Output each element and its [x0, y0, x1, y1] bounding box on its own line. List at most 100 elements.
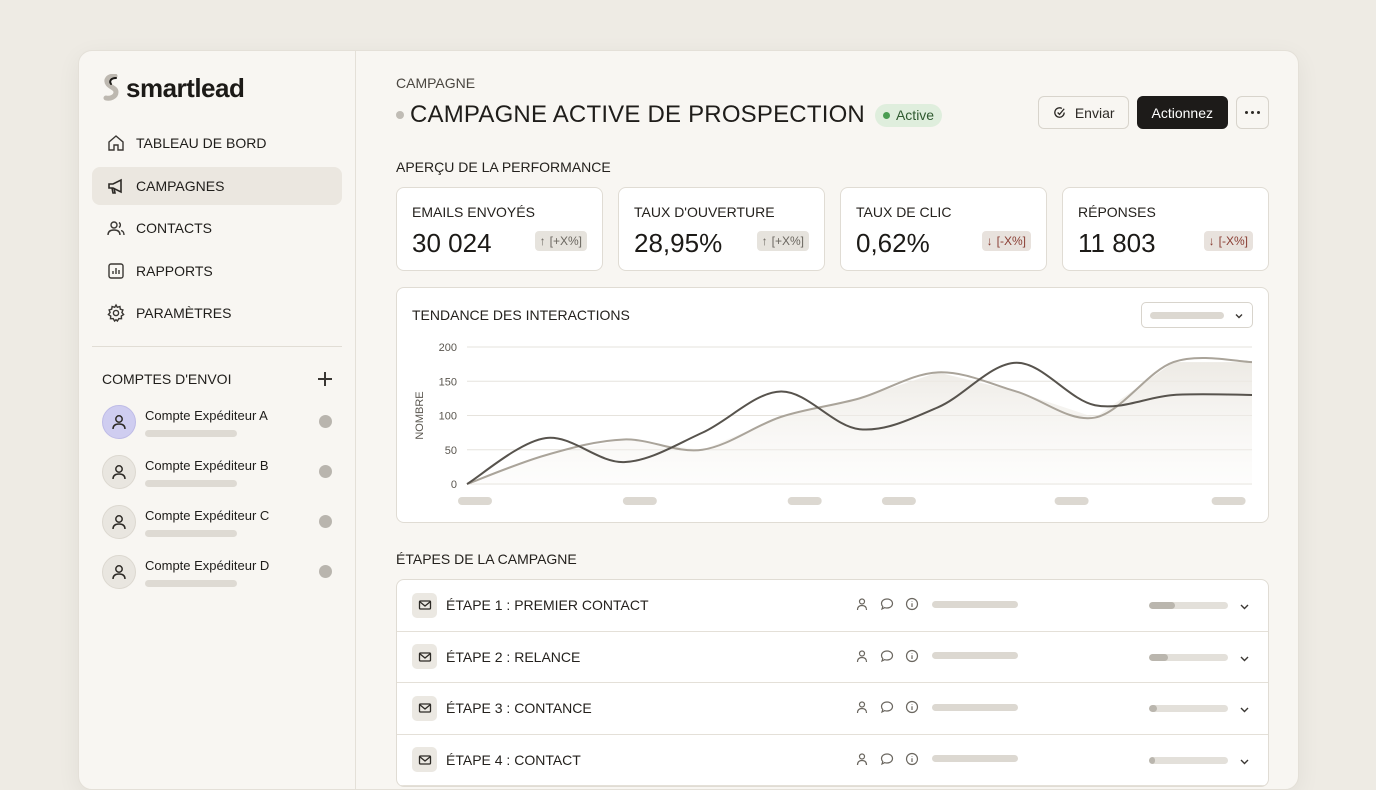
- plus-icon[interactable]: [318, 372, 332, 386]
- step-meta: [855, 700, 1018, 714]
- step-label: ÉTAPE 1 : PREMIER CONTACT: [446, 597, 649, 614]
- main-content: CAMPAGNE CAMPAGNE ACTIVE DE PROSPECTION …: [356, 51, 1298, 789]
- account-status-dot: [319, 415, 332, 428]
- interaction-trend-chart: 0 50 100 150 200 NOMBRE: [414, 342, 1253, 505]
- comment-icon[interactable]: [880, 597, 894, 611]
- megaphone-icon: [108, 178, 122, 194]
- page-title: CAMPAGNE ACTIVE DE PROSPECTION: [410, 101, 865, 128]
- kpi-card: EMAILS ENVOYÉS 30 024 ↑ [+X%]: [396, 187, 603, 271]
- nav-label: TABLEAU DE BORD: [136, 135, 267, 151]
- account-name: Compte Expéditeur A: [145, 407, 268, 423]
- nav-item-reports[interactable]: RAPPORTS: [92, 252, 342, 290]
- send-icon: [1054, 107, 1065, 118]
- more-button[interactable]: [1236, 96, 1269, 129]
- nav-label: RAPPORTS: [136, 262, 213, 279]
- account-name: Compte Expéditeur B: [145, 457, 269, 473]
- step-label: ÉTAPE 2 : RELANCE: [446, 648, 581, 665]
- kpi-label: TAUX D'OUVERTURE: [634, 204, 775, 220]
- step-icon: [412, 644, 437, 670]
- smartlead-logo-icon: [103, 74, 119, 101]
- sidebar-divider: [92, 346, 342, 347]
- step-placeholder-bar: [932, 652, 1018, 659]
- breadcrumb: CAMPAGNE: [396, 75, 476, 91]
- step-row[interactable]: ÉTAPE 4 : CONTACT: [397, 735, 1268, 786]
- y-tick-label: 150: [439, 376, 457, 388]
- chevron-down-icon[interactable]: [1239, 704, 1250, 715]
- avatar: [102, 505, 136, 539]
- action-button[interactable]: Actionnez: [1136, 96, 1228, 129]
- user-icon[interactable]: [855, 700, 869, 714]
- more-icon: [1245, 111, 1260, 114]
- x-tick-placeholder: [622, 497, 657, 505]
- step-progress: [1149, 653, 1228, 661]
- info-icon[interactable]: [905, 752, 919, 766]
- send-button[interactable]: Enviar: [1037, 96, 1129, 129]
- comment-icon[interactable]: [880, 649, 894, 663]
- user-icon[interactable]: [855, 752, 869, 766]
- mail-icon: [418, 600, 431, 610]
- x-tick-placeholder: [458, 497, 492, 505]
- kpi-value: 28,95%: [634, 228, 723, 258]
- step-label: ÉTAPE 3 : CONTANCE: [446, 700, 592, 717]
- kpi-label: TAUX DE CLIC: [856, 204, 952, 220]
- step-progress-fill: [1149, 602, 1176, 609]
- step-progress-fill: [1149, 653, 1168, 661]
- avatar: [102, 555, 136, 589]
- brand-name: smartlead: [126, 72, 245, 103]
- account-item[interactable]: Compte Expéditeur B: [92, 447, 342, 497]
- y-tick-label: 200: [439, 342, 457, 354]
- info-icon[interactable]: [905, 649, 919, 663]
- x-tick-placeholder: [1211, 497, 1246, 505]
- info-icon[interactable]: [905, 700, 919, 714]
- account-placeholder-bar: [145, 429, 237, 437]
- comment-icon[interactable]: [880, 752, 894, 766]
- nav-item-dashboard[interactable]: TABLEAU DE BORD: [92, 124, 342, 162]
- kpi-card: RÉPONSES 11 803 ↓ [-X%]: [1062, 187, 1269, 271]
- report-icon: [108, 262, 124, 279]
- arrow-down-icon: ↓: [1208, 234, 1215, 248]
- chevron-down-icon[interactable]: [1239, 601, 1250, 612]
- period-select[interactable]: [1141, 302, 1253, 328]
- mail-icon: [418, 652, 431, 662]
- step-progress: [1149, 705, 1228, 712]
- logo[interactable]: smartlead: [102, 73, 342, 103]
- status-badge: Active: [874, 103, 943, 127]
- step-row[interactable]: ÉTAPE 2 : RELANCE: [397, 632, 1268, 683]
- kpi-card: TAUX D'OUVERTURE 28,95% ↑ [+X%]: [618, 187, 825, 271]
- accounts-title: COMPTES D'ENVOI: [102, 371, 232, 387]
- series-area: [467, 362, 1252, 484]
- home-icon: [108, 135, 124, 151]
- chart-title: TENDANCE DES INTERACTIONS: [412, 307, 630, 323]
- account-item[interactable]: Compte Expéditeur D: [92, 547, 342, 597]
- kpi-value: 0,62%: [856, 228, 930, 258]
- kpi-delta-text: [+X%]: [771, 234, 804, 248]
- y-tick-label: 100: [439, 411, 457, 423]
- comment-icon[interactable]: [880, 700, 894, 714]
- step-label: ÉTAPE 4 : CONTACT: [446, 751, 581, 768]
- y-tick-label: 50: [445, 445, 457, 457]
- gear-icon: [107, 303, 125, 323]
- chevron-down-icon[interactable]: [1239, 756, 1250, 767]
- account-item[interactable]: Compte Expéditeur A: [92, 397, 342, 447]
- account-item[interactable]: Compte Expéditeur C: [92, 497, 342, 547]
- title-row: CAMPAGNE ACTIVE DE PROSPECTION Active: [396, 99, 1269, 131]
- account-status-dot: [319, 515, 332, 528]
- nav-label: CONTACTS: [136, 220, 212, 236]
- nav-label: CAMPAGNES: [136, 177, 225, 194]
- mail-icon: [418, 755, 431, 765]
- step-row[interactable]: ÉTAPE 1 : PREMIER CONTACT: [397, 580, 1268, 632]
- chevron-down-icon[interactable]: [1239, 653, 1250, 664]
- select-placeholder-bar: [1150, 311, 1224, 319]
- step-icon: [412, 695, 437, 721]
- user-icon[interactable]: [855, 597, 869, 611]
- step-icon: [412, 747, 437, 773]
- info-icon[interactable]: [905, 597, 919, 611]
- step-row[interactable]: ÉTAPE 3 : CONTANCE: [397, 683, 1268, 735]
- user-icon[interactable]: [855, 649, 869, 663]
- kpi-delta: ↓ [-X%]: [1203, 231, 1253, 251]
- nav-item-campaigns[interactable]: CAMPAGNES: [92, 166, 342, 205]
- nav-item-contacts[interactable]: CONTACTS: [92, 209, 342, 247]
- status-label: Active: [895, 107, 935, 123]
- kpi-label: EMAILS ENVOYÉS: [412, 204, 535, 220]
- nav-item-settings[interactable]: PARAMÈTRES: [92, 294, 342, 332]
